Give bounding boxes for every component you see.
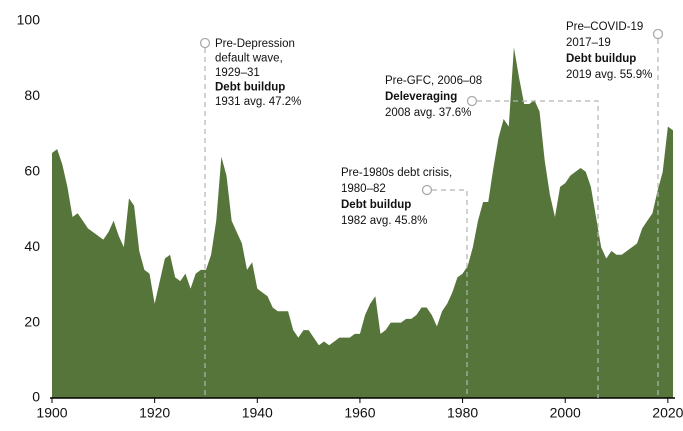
x-tick-label: 2020	[652, 405, 683, 421]
annotation-text: Pre–COVID-19	[566, 21, 643, 33]
annotation-text: Debt buildup	[215, 82, 285, 94]
annotation-marker	[199, 37, 211, 49]
annotation-text: Pre-Depression	[215, 38, 295, 50]
annotation-text: 1929–31	[215, 67, 260, 79]
annotation-text: Deleveraging	[385, 91, 457, 103]
annotation-marker	[421, 184, 433, 196]
x-tick-label: 1920	[139, 405, 170, 421]
leader-line	[477, 100, 599, 398]
area	[52, 47, 673, 398]
x-tick-label: 1980	[447, 405, 478, 421]
annotation-text: Pre-GFC, 2006–08	[385, 75, 482, 87]
annotation-text: Debt buildup	[566, 53, 636, 65]
x-tick-label: 2000	[550, 405, 581, 421]
y-tick-label: 20	[24, 313, 40, 329]
annotation-text: Debt buildup	[341, 199, 411, 211]
annotation-marker	[652, 28, 664, 40]
y-tick-label: 60	[24, 163, 40, 179]
annotation-text: 1931 avg. 47.2%	[215, 96, 301, 108]
y-tick-label: 80	[24, 87, 40, 103]
annotation-text: 2008 avg. 37.6%	[385, 107, 471, 119]
y-tick-label: 40	[24, 238, 40, 254]
annotation-text: Pre-1980s debt crisis,	[341, 167, 452, 179]
annotation-text: 2017–19	[566, 37, 611, 49]
leader-line	[432, 189, 468, 398]
x-tick-label: 1960	[344, 405, 375, 421]
annotation-marker	[466, 95, 478, 107]
annotation-text: default wave,	[215, 53, 283, 65]
y-tick-label: 0	[32, 389, 40, 405]
annotation-text: 1982 avg. 45.8%	[341, 215, 427, 227]
y-tick-label: 100	[17, 12, 41, 28]
annotation-text: 1980–82	[341, 183, 386, 195]
x-tick-label: 1940	[242, 405, 273, 421]
annotation-text: 2019 avg. 55.9%	[566, 69, 652, 81]
x-tick-label: 1900	[36, 405, 67, 421]
